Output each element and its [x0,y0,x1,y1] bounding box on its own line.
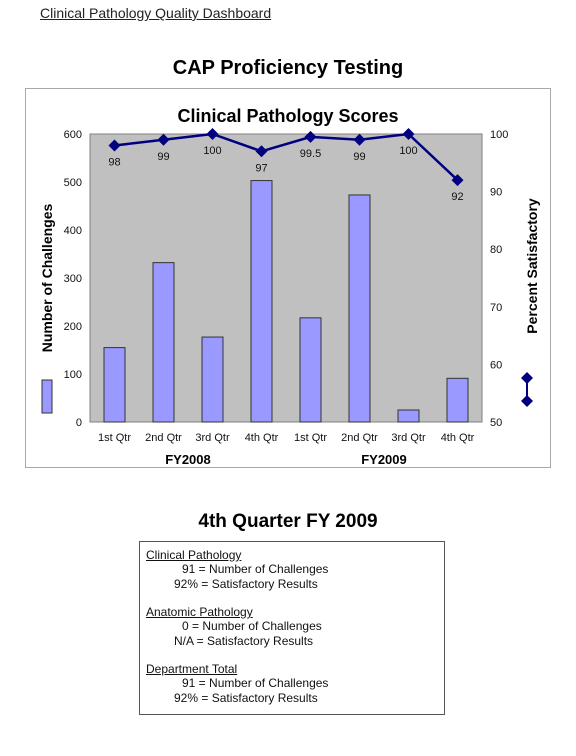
bar [201,336,224,423]
line-series: 98 99 100 97 99.5 99 100 92 [108,128,464,203]
quarter-title: 4th Quarter FY 2009 [198,511,378,532]
line-point [108,139,121,152]
y2-tick-label: 90 [490,187,502,199]
scores-chart: Clinical Pathology Scores 98 99 100 97 99.5 9… [25,88,551,468]
y2-axis-label: Percent Satisfactory [524,198,540,334]
data-label: 99 [157,151,169,163]
summary-pct: 92% = Satisfactory Results [174,691,318,705]
summary-pct: 92% = Satisfactory Results [174,577,318,591]
summary-title: Clinical Pathology [146,548,242,562]
bar [152,262,175,423]
bar [348,194,371,423]
legend-line-marker [521,372,533,407]
data-label: 100 [399,145,417,157]
bar [103,347,126,423]
summary-count: 91 = Number of Challenges [182,562,329,576]
data-label: 97 [255,162,267,174]
y2-tick-label: 70 [490,302,502,314]
x-tick-label: 2nd Qtr [145,432,182,444]
y2-tick-label: 80 [490,244,502,256]
x-tick-label: 1st Qtr [98,432,131,444]
data-label: 99.5 [300,148,321,160]
y-axis-left: 0 100 200 300 400 500 600 [64,129,82,429]
summary-clinical: Clinical Pathology 91 = Number of Challe… [146,548,328,592]
y2-tick-label: 60 [490,359,502,371]
y-tick-label: 400 [64,225,82,237]
x-tick-label: 2nd Qtr [341,432,378,444]
summary-count: 0 = Number of Challenges [182,619,322,633]
summary-anatomic: Anatomic Pathology 0 = Number of Challen… [146,605,322,649]
page-title: CAP Proficiency Testing [172,57,404,79]
data-label: 98 [108,157,120,169]
data-label: 100 [203,145,221,157]
y-tick-label: 300 [64,273,82,285]
dashboard-link[interactable]: Clinical Pathology Quality Dashboard [40,5,272,21]
y-tick-label: 600 [64,129,82,141]
y-tick-label: 100 [64,369,82,381]
line-point [304,130,317,143]
summary-department: Department Total 91 = Number of Challeng… [146,662,328,706]
y-axis-label: Number of Challenges [39,204,55,353]
bar-series [103,180,469,423]
bar [299,317,322,423]
y-tick-label: 200 [64,321,82,333]
summary-count: 91 = Number of Challenges [182,676,329,690]
summary-title: Department Total [146,662,238,676]
y2-tick-label: 100 [490,129,508,141]
legend-bar-swatch [41,379,53,414]
line-point [255,145,268,158]
x-tick-label: 3rd Qtr [391,432,426,444]
summary-title: Anatomic Pathology [146,605,253,619]
quarter-summary-box: Clinical Pathology 91 = Number of Challe… [139,541,445,715]
plot-area [89,133,483,423]
data-label: 99 [353,151,365,163]
series-line [114,132,459,181]
line-point [206,128,219,140]
summary-pct: N/A = Satisfactory Results [174,634,314,648]
line-point [353,133,366,146]
x-tick-label: 4th Qtr [441,432,475,444]
x-tick-label: 3rd Qtr [195,432,230,444]
line-point [402,128,415,140]
x-axis: 1st Qtr 2nd Qtr 3rd Qtr 4th Qtr 1st Qtr 2nd Q… [98,432,475,444]
x-group-label: FY2009 [361,452,407,467]
y-tick-label: 0 [76,417,82,429]
bar [397,409,420,423]
data-label: 92 [451,191,463,203]
x-group-label: FY2008 [165,452,211,467]
y-axis-right: 50 60 70 80 90 100 [490,129,508,429]
bar [250,180,273,423]
y2-tick-label: 50 [490,417,502,429]
chart-title: Clinical Pathology Scores [177,106,398,126]
line-point [451,174,464,187]
y-tick-label: 500 [64,177,82,189]
x-tick-label: 4th Qtr [245,432,279,444]
x-tick-label: 1st Qtr [294,432,327,444]
line-point [157,133,170,146]
bar [446,377,469,423]
